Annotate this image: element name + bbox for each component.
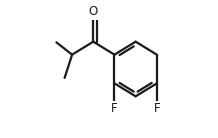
Text: O: O bbox=[89, 5, 98, 18]
Text: F: F bbox=[153, 102, 160, 115]
Text: F: F bbox=[111, 102, 118, 115]
